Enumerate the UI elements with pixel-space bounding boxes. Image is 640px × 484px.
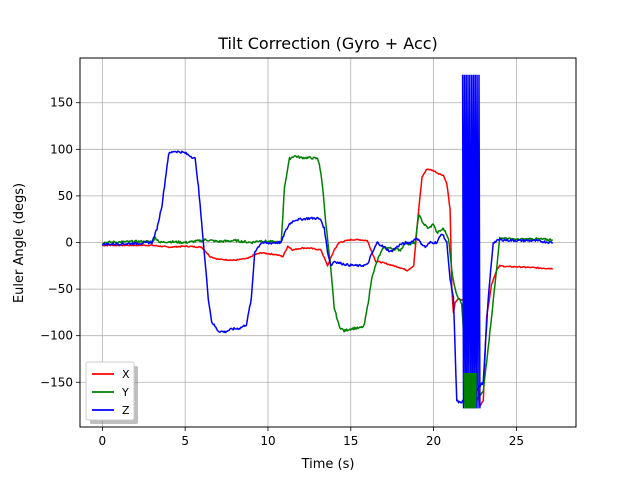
- series-layer: [101, 74, 554, 409]
- x-tick-label: 0: [99, 434, 107, 448]
- y-axis-label: Euler Angle (degs): [12, 183, 27, 303]
- x-tick-label: 10: [260, 434, 275, 448]
- x-axis-ticks: 0 5 10 15 20 25: [99, 427, 524, 448]
- y-tick-label: 0: [65, 236, 73, 250]
- y-axis-ticks: −150 −100 −50 0 50 100 150: [40, 96, 80, 389]
- legend: XYZ: [85, 361, 138, 424]
- y-tick-label: 150: [50, 96, 73, 110]
- x-tick-label: 20: [426, 434, 441, 448]
- y-tick-label: 100: [50, 142, 73, 156]
- oscillation-band-y: [463, 372, 477, 409]
- y-tick-label: −50: [48, 282, 73, 296]
- plot-area: [101, 74, 554, 409]
- legend-box: [85, 361, 135, 421]
- y-tick-label: −100: [40, 329, 73, 343]
- chart-title: Tilt Correction (Gyro + Acc): [217, 34, 438, 53]
- x-tick-label: 25: [509, 434, 524, 448]
- y-tick-label: 50: [58, 189, 73, 203]
- legend-label-y: Y: [121, 386, 129, 399]
- y-tick-label: −150: [40, 375, 73, 389]
- x-tick-label: 5: [181, 434, 189, 448]
- legend-label-x: X: [122, 368, 130, 381]
- x-axis-label: Time (s): [301, 457, 355, 472]
- oscillation-band-z: [461, 74, 481, 409]
- x-tick-label: 15: [343, 434, 358, 448]
- legend-items: XYZ: [92, 368, 130, 417]
- legend-label-z: Z: [122, 404, 130, 417]
